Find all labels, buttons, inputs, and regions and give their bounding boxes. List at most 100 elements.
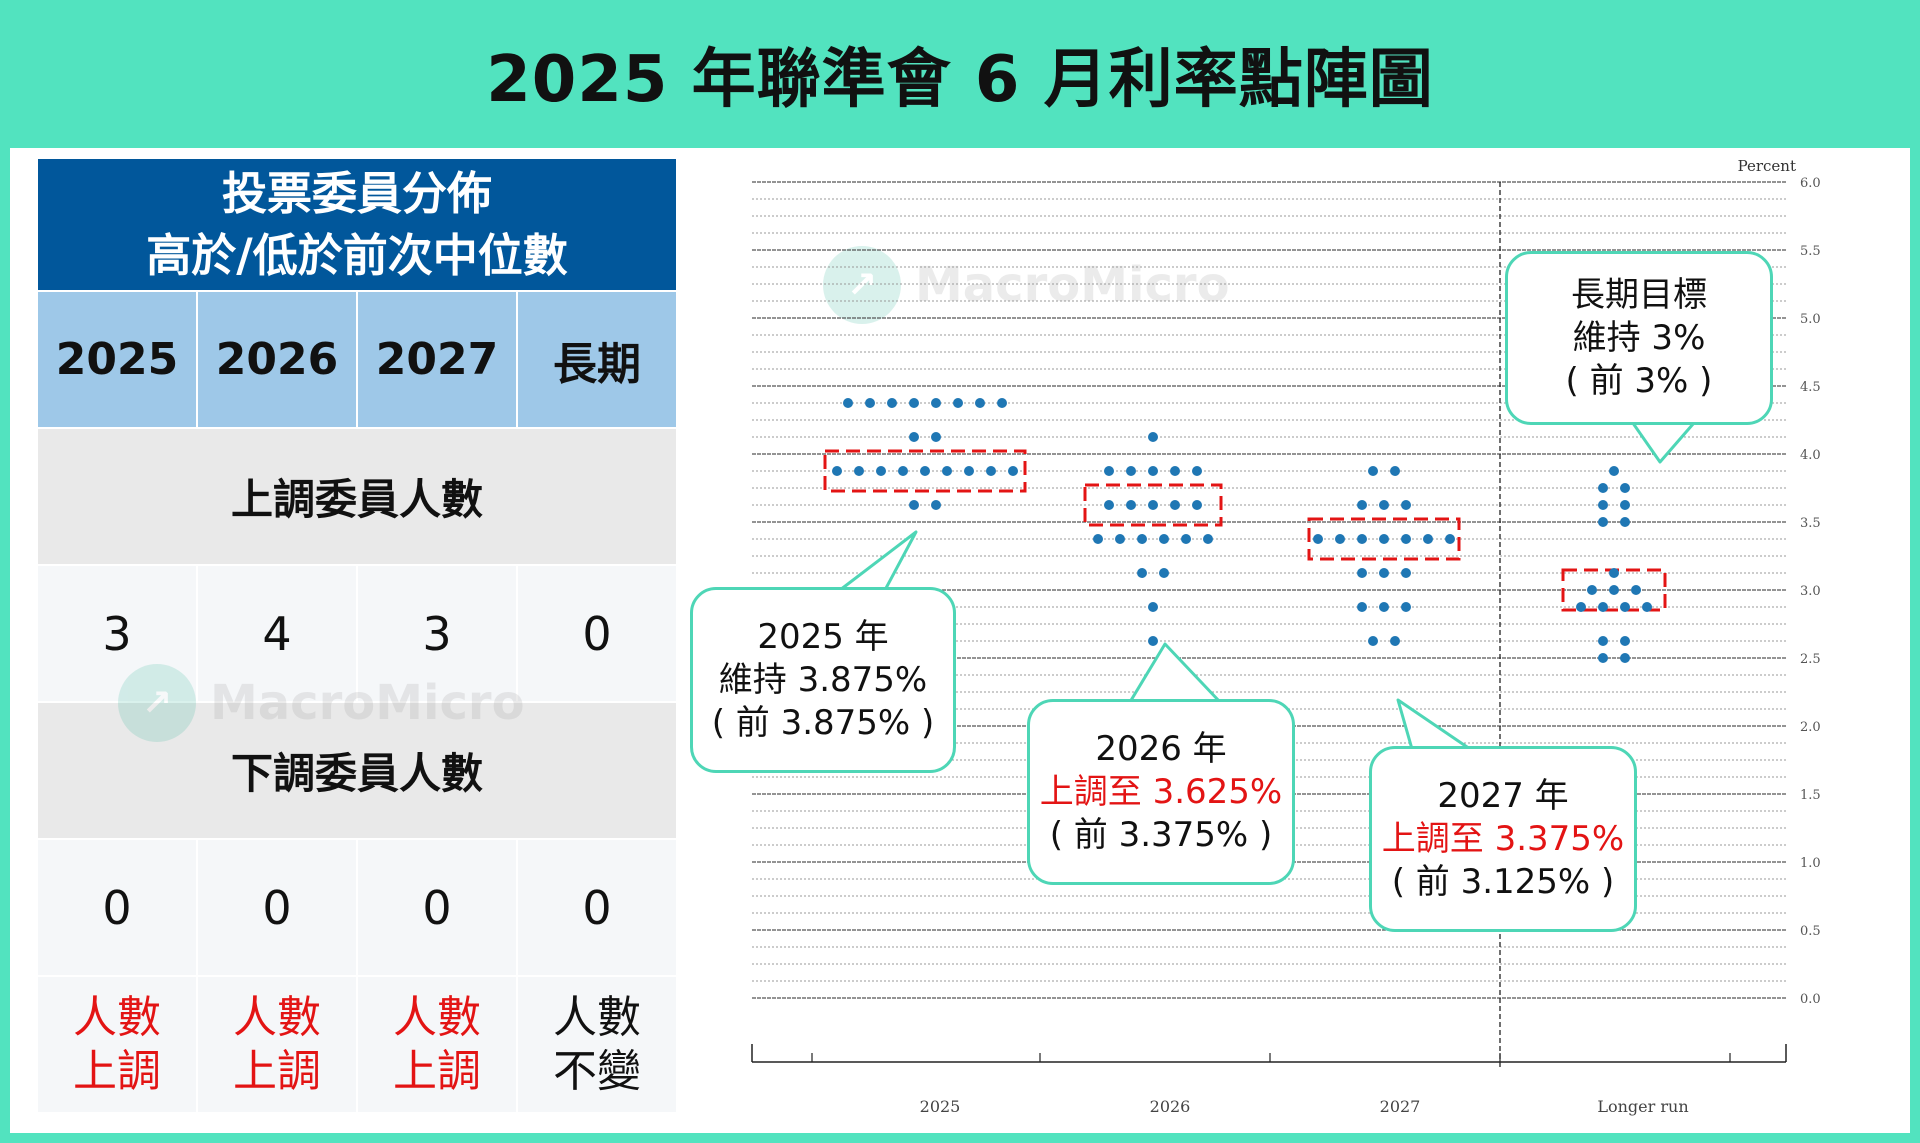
dot-mark [1368, 636, 1378, 646]
dot-mark [1335, 534, 1345, 544]
dot-mark [1609, 568, 1619, 578]
callout-2027: 2027 年 上調至 3.375% ( 前 3.125% ) [1369, 746, 1637, 932]
dot-mark [1357, 500, 1367, 510]
y-tick-label: 4.5 [1800, 380, 1821, 395]
summary-2026: 人數 上調 [198, 977, 356, 1112]
dot-mark [1379, 534, 1389, 544]
dot-marks [832, 398, 1652, 663]
dot-mark [1620, 500, 1630, 510]
callout-2026-line1: 2026 年 [1095, 728, 1227, 769]
dot-mark [1357, 568, 1367, 578]
dot-mark [1620, 602, 1630, 612]
header-bar: 2025 年聯準會 6 月利率點陣圖 [0, 0, 1920, 148]
dot-mark [1203, 534, 1213, 544]
table-header-line2: 高於/低於前次中位數 [146, 228, 568, 282]
dot-mark [1137, 568, 1147, 578]
dot-mark [1192, 466, 1202, 476]
y-axis-label: Percent [1738, 157, 1796, 175]
page-title: 2025 年聯準會 6 月利率點陣圖 [486, 43, 1434, 117]
summary-long-run: 人數 不變 [518, 977, 676, 1112]
dot-mark [1104, 500, 1114, 510]
summary-2025-line2: 上調 [73, 1045, 161, 1097]
dot-mark [1159, 534, 1169, 544]
callout-long-run-line1: 長期目標 [1571, 274, 1707, 315]
dot-mark [854, 466, 864, 476]
dot-mark [953, 398, 963, 408]
callout-2027-line2: 上調至 3.375% [1381, 818, 1625, 859]
dot-mark [931, 432, 941, 442]
down-count-2026: 0 [198, 840, 356, 975]
dot-mark [986, 466, 996, 476]
callout-2026-line2: 上調至 3.625% [1039, 771, 1283, 812]
year-header-2025: 2025 [38, 292, 196, 427]
dot-mark [1587, 585, 1597, 595]
callout-long-run-line3: ( 前 3% ) [1565, 360, 1713, 401]
dot-mark [997, 398, 1007, 408]
dot-mark [975, 398, 985, 408]
down-counts-row: 0 0 0 0 [38, 840, 676, 975]
y-tick-label: 2.0 [1800, 720, 1821, 735]
summary-2027-line2: 上調 [393, 1045, 481, 1097]
dot-mark [1609, 585, 1619, 595]
y-tick-label: 5.5 [1800, 244, 1821, 259]
dot-mark [1115, 534, 1125, 544]
dot-mark [1401, 534, 1411, 544]
dot-mark [1598, 636, 1608, 646]
callout-long-run-line2: 維持 3% [1572, 317, 1706, 358]
y-tick-label: 0.5 [1800, 924, 1821, 939]
summary-2026-line1: 人數 [233, 991, 321, 1043]
dot-mark [942, 466, 952, 476]
down-count-long-run: 0 [518, 840, 676, 975]
dot-mark [1598, 517, 1608, 527]
dot-mark [1379, 500, 1389, 510]
callout-2026-line3: ( 前 3.375% ) [1049, 814, 1273, 855]
callout-2027-line3: ( 前 3.125% ) [1391, 861, 1615, 902]
y-tick-label: 4.0 [1800, 448, 1821, 463]
median-box [1083, 483, 1223, 527]
up-count-2025: 3 [38, 566, 196, 701]
dot-mark [1576, 602, 1586, 612]
summary-2026-line2: 上調 [233, 1045, 321, 1097]
table-header-line1: 投票委員分佈 [221, 166, 492, 220]
callout-2026-tail-icon [1128, 642, 1222, 704]
dot-mark [1401, 568, 1411, 578]
summary-2025: 人數 上調 [38, 977, 196, 1112]
dot-mark [909, 398, 919, 408]
dot-mark [931, 500, 941, 510]
x-tick-label: 2025 [920, 1097, 961, 1116]
dot-mark [1181, 534, 1191, 544]
dot-mark [832, 466, 842, 476]
down-label-row: 下調委員人數 [38, 703, 676, 838]
dot-mark [1379, 602, 1389, 612]
x-tick-label: 2027 [1380, 1097, 1421, 1116]
up-count-2027: 3 [358, 566, 516, 701]
callout-long-run: 長期目標 維持 3% ( 前 3% ) [1505, 251, 1773, 425]
dot-mark [1148, 432, 1158, 442]
y-tick-label: 1.5 [1800, 788, 1821, 803]
dot-mark [898, 466, 908, 476]
dot-mark [1642, 602, 1652, 612]
up-label-row: 上調委員人數 [38, 429, 676, 564]
up-label: 上調委員人數 [230, 475, 483, 524]
dot-mark [909, 500, 919, 510]
dot-mark [1390, 636, 1400, 646]
summary-long-run-line2: 不變 [553, 1045, 641, 1097]
year-header-2027: 2027 [358, 292, 516, 427]
callout-2025: 2025 年 維持 3.875% ( 前 3.875% ) [690, 587, 956, 773]
dot-mark [1368, 466, 1378, 476]
dot-mark [843, 398, 853, 408]
median-box [823, 449, 1027, 493]
callout-2025-line1: 2025 年 [757, 616, 889, 657]
dot-mark [1598, 602, 1608, 612]
dot-mark [1170, 466, 1180, 476]
dot-mark [1401, 500, 1411, 510]
dot-mark [1620, 517, 1630, 527]
median-boxes [823, 449, 1667, 612]
dot-mark [1423, 534, 1433, 544]
up-counts-row: 3 4 3 0 [38, 566, 676, 701]
dot-mark [909, 432, 919, 442]
dot-mark [931, 398, 941, 408]
up-count-long-run: 0 [518, 566, 676, 701]
summary-2025-line1: 人數 [73, 991, 161, 1043]
